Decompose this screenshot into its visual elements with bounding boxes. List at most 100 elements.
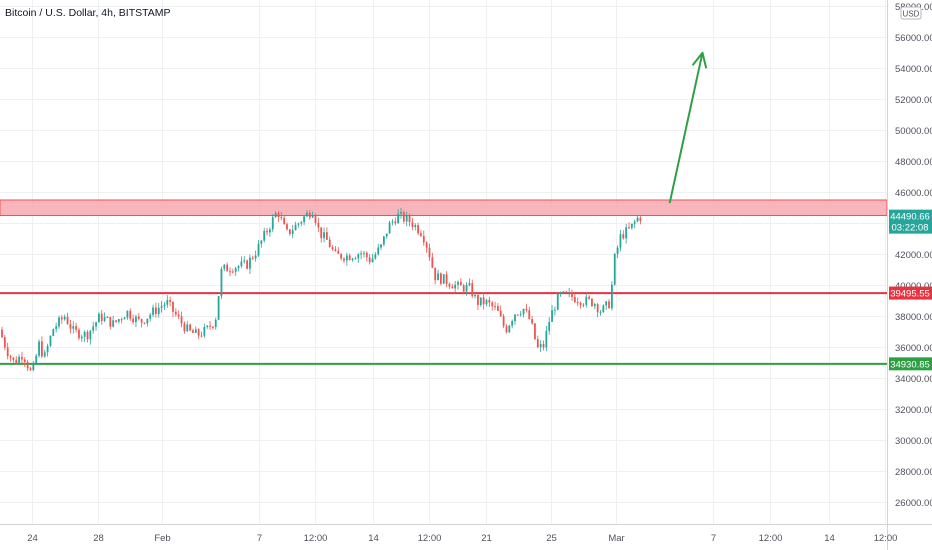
candle-body	[177, 314, 180, 317]
candle-body	[149, 314, 152, 319]
candle-body	[123, 317, 126, 320]
candle-body	[511, 321, 514, 326]
candle-body	[291, 230, 294, 234]
candle-body	[599, 312, 602, 314]
candle-body	[89, 330, 92, 340]
candle-body	[516, 314, 519, 316]
candle-body	[38, 341, 40, 356]
y-tick-label: 34000.00	[895, 374, 932, 385]
candle-body	[397, 213, 400, 224]
candle-body	[98, 313, 100, 323]
candle-body	[226, 264, 229, 272]
candle-body	[408, 215, 411, 223]
resistance-zone	[0, 199, 888, 216]
candle-body	[66, 316, 69, 325]
candle-body	[622, 234, 625, 239]
candle-body	[223, 264, 226, 269]
candle-body	[243, 260, 246, 262]
candle-body	[29, 368, 32, 370]
candle-body	[146, 318, 149, 324]
candle-body	[83, 331, 86, 337]
candle-body	[462, 285, 465, 292]
candle-body	[117, 319, 120, 322]
candle-body	[23, 359, 26, 363]
time-axis[interactable]: 24 28 Feb 7 12:00 14 12:00 21 25 Mar 7 12:00 14 12:00	[27, 533, 897, 544]
candle-body	[374, 254, 377, 259]
candle-body	[72, 326, 75, 329]
y-tick-label: 38000.00	[895, 312, 932, 323]
current-price-label-box	[889, 209, 932, 234]
y-tick-label: 30000.00	[895, 436, 932, 447]
green-level-label-text: 34930.85	[890, 359, 930, 370]
candle-body	[428, 247, 431, 258]
candle-body	[209, 325, 211, 327]
candle-body	[46, 345, 49, 353]
candle-body	[63, 316, 66, 320]
y-tick-label: 28000.00	[895, 467, 932, 478]
candle-body	[371, 258, 374, 263]
candle-body	[360, 253, 362, 255]
candle-body	[377, 247, 380, 255]
x-tick-label: 12:00	[418, 533, 442, 544]
candle-body	[534, 323, 536, 340]
candle-body	[269, 229, 271, 233]
x-tick-label: 24	[27, 533, 38, 544]
candle-body	[556, 293, 559, 310]
candle-body	[531, 318, 533, 324]
candle-body	[539, 344, 542, 348]
candle-body	[49, 335, 52, 346]
candle-body	[334, 249, 337, 251]
candle-body	[60, 317, 63, 320]
candle-body	[457, 281, 459, 285]
candle-body	[522, 308, 525, 315]
candle-body	[365, 252, 368, 258]
candle-body	[115, 320, 117, 322]
candle-body	[485, 299, 488, 305]
candle-body	[425, 242, 428, 248]
candle-body	[337, 250, 340, 254]
candle-body	[633, 221, 636, 224]
y-tick-label: 26000.00	[895, 498, 932, 509]
candle-body	[639, 217, 642, 221]
candle-body	[143, 322, 146, 324]
candle-body	[183, 323, 186, 332]
candle-body	[536, 339, 539, 348]
red-level-label-box	[889, 286, 932, 300]
candle-body	[459, 281, 462, 286]
candle-body	[505, 326, 508, 333]
candle-body	[383, 236, 385, 245]
candle-body	[488, 299, 491, 303]
currency-badge[interactable]: USD	[900, 6, 922, 20]
candle-body	[402, 212, 405, 222]
candle-body	[217, 296, 220, 320]
candle-body	[554, 309, 556, 311]
y-tick-label: 36000.00	[895, 343, 932, 354]
candle-body	[437, 273, 439, 281]
candle-body	[75, 326, 77, 330]
x-tick-label: 25	[546, 533, 557, 544]
candle-body	[579, 302, 582, 306]
x-tick-label: Feb	[154, 533, 170, 544]
candle-body	[345, 255, 348, 261]
candle-body	[605, 301, 608, 306]
candle-body	[551, 310, 553, 322]
currency-label: USD	[903, 10, 920, 19]
candle-body	[502, 316, 505, 327]
candle-body	[140, 319, 143, 323]
candle-body	[591, 298, 593, 307]
candle-body	[317, 222, 320, 228]
candle-body	[1, 329, 3, 338]
candle-body	[106, 316, 109, 318]
candle-body	[351, 258, 354, 260]
candle-body	[440, 273, 442, 284]
candle-body	[294, 224, 297, 231]
candle-body	[109, 316, 112, 327]
candle-body	[445, 274, 448, 284]
candle-body	[135, 316, 137, 323]
x-tick-label: 12:00	[304, 533, 328, 544]
candle-body	[32, 363, 35, 370]
candle-body	[454, 284, 457, 289]
red-level-label-text: 39495.55	[890, 289, 930, 300]
y-tick-label: 42000.00	[895, 250, 932, 261]
